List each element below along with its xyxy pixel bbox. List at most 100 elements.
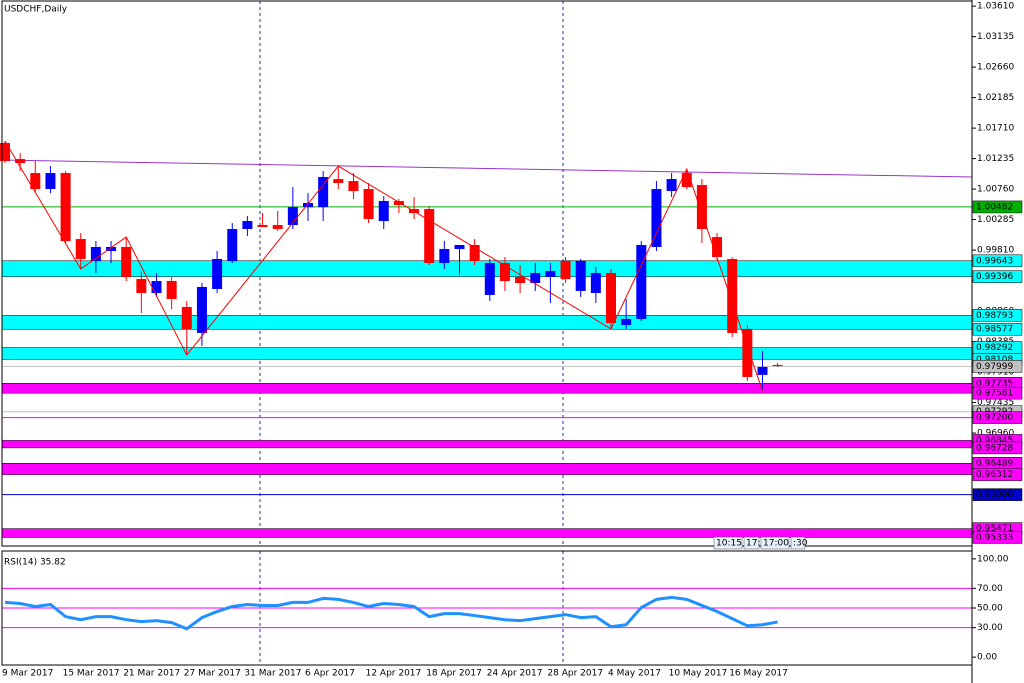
- zone-bottom-box: [972, 322, 1023, 336]
- y-tick-label: 1.00760: [977, 185, 1014, 195]
- candle-body: [257, 225, 268, 228]
- y-tick-label: 100.00: [977, 554, 1009, 564]
- zone-bottom-box: [972, 386, 1023, 400]
- candle-body: [484, 262, 495, 296]
- candle-body: [742, 328, 753, 377]
- candle-body: [90, 246, 101, 261]
- candle-body: [530, 272, 541, 284]
- candle-body: [272, 225, 283, 230]
- y-tick-label: 1.03135: [977, 32, 1014, 42]
- candle-body: [0, 143, 10, 162]
- zone-top-label: 0.95471: [976, 524, 1013, 534]
- candle-body: [287, 207, 298, 226]
- y-tick-label: 50.00: [977, 604, 1003, 614]
- candle-body: [636, 244, 647, 319]
- y-tick-label: 1.02185: [977, 93, 1014, 103]
- candle-body: [196, 286, 207, 333]
- zone-band: [1, 315, 973, 330]
- zone-top-box: [972, 254, 1023, 268]
- time-label: 17:00: [763, 539, 789, 549]
- zone-bottom-label: 0.99396: [976, 272, 1013, 282]
- x-tick-label: 31 Mar 2017: [244, 669, 301, 679]
- zone-bottom-box: [972, 270, 1023, 283]
- candle-body: [712, 237, 723, 258]
- y-tick-label: 0.99810: [977, 246, 1014, 256]
- candle-body: [45, 173, 56, 190]
- rsi-line: [4, 595, 778, 631]
- candle-body: [363, 189, 374, 219]
- chart-title: USDCHF,Daily: [4, 5, 68, 15]
- candle-body: [30, 173, 41, 190]
- x-tick-label: 15 Mar 2017: [63, 669, 120, 679]
- x-tick-label: 9 Mar 2017: [2, 669, 53, 679]
- y-tick-label: 70.00: [977, 584, 1003, 594]
- x-tick-label: 27 Mar 2017: [184, 669, 241, 679]
- candle-body: [348, 181, 359, 192]
- time-label: 17:: [746, 539, 760, 549]
- candle-body: [424, 209, 435, 263]
- y-tick-label: 1.01235: [977, 154, 1014, 164]
- zone-top-label: 0.96489: [976, 459, 1013, 469]
- candle-body: [166, 281, 177, 299]
- y-tick-label: 1.01710: [977, 124, 1014, 134]
- x-tick-label: 4 May 2017: [608, 669, 661, 679]
- candle-body: [757, 366, 768, 375]
- zone-bottom-label: 0.96312: [976, 470, 1013, 480]
- zone-bottom-label: 0.98577: [976, 325, 1013, 335]
- candle-body: [469, 244, 480, 261]
- time-label-box: [790, 536, 806, 550]
- axis-labels: 0.99643 0.99396 0.98793 0.98577 0.98292 0.981…: [972, 200, 1023, 544]
- zone-bottom-label: 0.95333: [976, 533, 1013, 543]
- candle-body: [121, 246, 132, 277]
- x-tick-label: 16 May 2017: [729, 669, 788, 679]
- price-panel: 1.03610 1.03135 1.02660 1.02185 1.01710 1.012…: [0, 2, 1014, 538]
- candle-body: [590, 272, 601, 294]
- time-label-box: [713, 536, 743, 550]
- x-tick-label: 18 Apr 2017: [426, 669, 482, 679]
- candle-body: [575, 260, 586, 291]
- candle-body: [333, 179, 344, 184]
- candle-body: [393, 201, 404, 206]
- candle-body: [212, 258, 223, 289]
- candle-body: [651, 189, 662, 247]
- y-tick-label: 30.00: [977, 623, 1003, 633]
- zigzag-line: [4, 140, 763, 392]
- y-tick-label: 1.02660: [977, 63, 1014, 73]
- price-level-box: [972, 488, 1023, 501]
- zone-top-label: 0.99643: [976, 256, 1013, 266]
- candle-body: [772, 364, 783, 366]
- candle-body: [454, 244, 465, 250]
- candle-body: [696, 185, 707, 230]
- zone-bottom-label: 0.98108: [976, 355, 1013, 365]
- zone-bottom-label: 0.97581: [976, 389, 1013, 399]
- zone-band: [1, 383, 973, 394]
- price-level-box: [972, 200, 1023, 214]
- zone-bottom-box: [972, 441, 1023, 455]
- candle-body: [499, 262, 510, 282]
- candle-body: [439, 249, 450, 263]
- x-tick-label: 12 Apr 2017: [366, 669, 422, 679]
- x-tick-label: 21 Mar 2017: [123, 669, 180, 679]
- candle-body: [560, 260, 571, 280]
- price-level-label: 0.96000: [976, 490, 1013, 500]
- candle-body: [227, 229, 238, 261]
- candle-body: [60, 173, 71, 242]
- candle-body: [621, 318, 632, 325]
- candle-body: [151, 281, 162, 294]
- y-tick-label: 1.03610: [977, 2, 1014, 12]
- zone-top-label: 0.96845: [976, 436, 1013, 446]
- zone-top-label: 0.98292: [976, 343, 1013, 353]
- zone-top-label: 0.98793: [976, 311, 1013, 321]
- candle-body: [727, 258, 738, 333]
- zone-top-box: [972, 309, 1023, 322]
- candle-body: [15, 159, 26, 164]
- zone-bottom-label: 0.96728: [976, 443, 1013, 453]
- candle-body: [136, 279, 147, 294]
- candle-body: [106, 246, 117, 252]
- candle-body: [75, 239, 86, 259]
- price-level-label: 0.97999: [976, 362, 1013, 372]
- rsi-title: RSI(14) 35.82: [4, 558, 66, 568]
- candle-body: [242, 221, 253, 230]
- time-label-box: [743, 536, 760, 550]
